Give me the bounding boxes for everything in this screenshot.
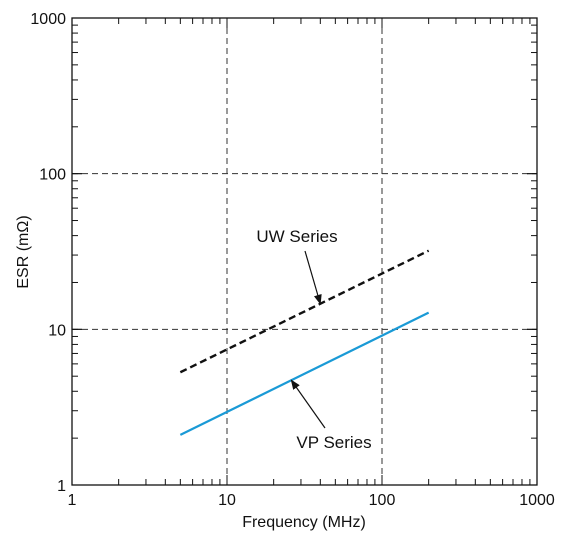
y-tick-label: 10 [48, 322, 66, 339]
series-label-arrow [304, 250, 322, 305]
x-tick-label: 10 [218, 492, 236, 509]
y-axis-title: ESR (mΩ) [15, 215, 32, 288]
tick-labels: 1 10 100 1000 1 10 100 1000 [30, 11, 554, 509]
x-axis-title: Frequency (MHz) [242, 514, 366, 531]
plot-background [72, 18, 537, 485]
series-label-uw-series: UW Series [256, 227, 337, 246]
x-tick-label: 100 [369, 492, 396, 509]
x-tick-label: 1000 [519, 492, 555, 509]
series-label-vp-series: VP Series [296, 433, 371, 452]
series-layer [179, 249, 430, 436]
grid-lines [72, 18, 537, 485]
series-line-vp-series [179, 311, 430, 436]
series-label-arrow [290, 379, 326, 429]
plot-frame [71, 17, 538, 486]
series-line-uw-series [179, 249, 430, 374]
y-tick-label: 100 [39, 167, 66, 184]
x-tick-label: 1 [68, 492, 77, 509]
y-tick-label: 1000 [30, 11, 66, 28]
annotations: UW Series VP Series [256, 227, 371, 452]
y-tick-label: 1 [57, 478, 66, 495]
